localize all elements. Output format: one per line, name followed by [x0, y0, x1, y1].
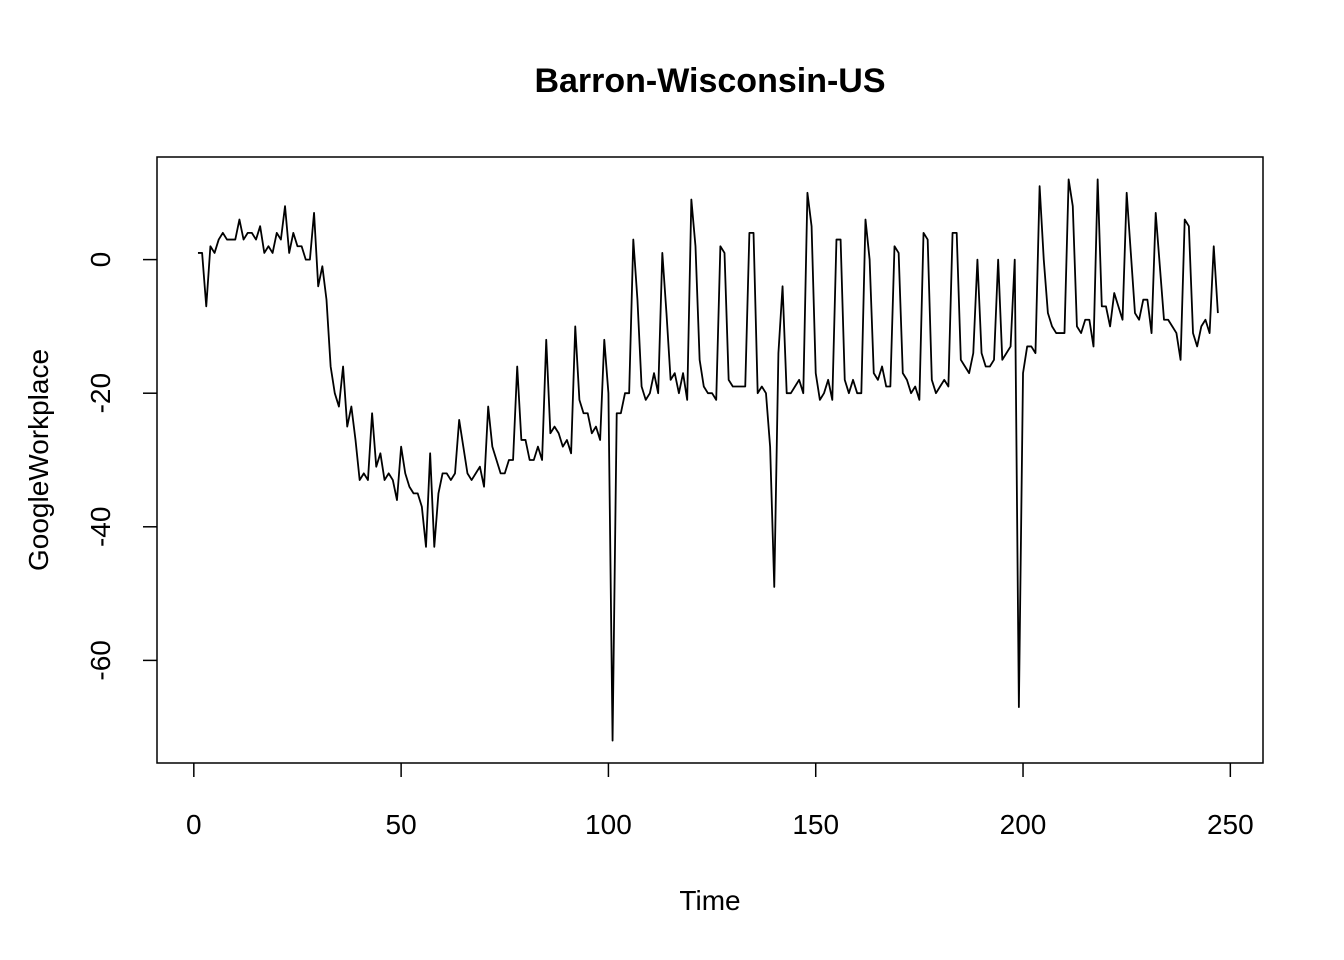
chart-title: Barron-Wisconsin-US [534, 62, 885, 100]
y-axis-label: GoogleWorkplace [23, 349, 54, 571]
x-tick-label: 200 [1000, 809, 1047, 840]
line-series [197, 178, 1219, 742]
x-tick-label: 150 [792, 809, 839, 840]
y-tick-label: -20 [85, 373, 116, 413]
x-tick-label: 250 [1207, 809, 1254, 840]
x-axis-label: Time [679, 885, 740, 916]
y-tick-label: -40 [85, 507, 116, 547]
x-tick-label: 100 [585, 809, 632, 840]
x-tick-label: 0 [186, 809, 202, 840]
y-tick-label: 0 [85, 252, 116, 268]
x-tick-label: 50 [386, 809, 417, 840]
y-tick-label: -60 [85, 640, 116, 680]
plot-box [156, 156, 1264, 764]
